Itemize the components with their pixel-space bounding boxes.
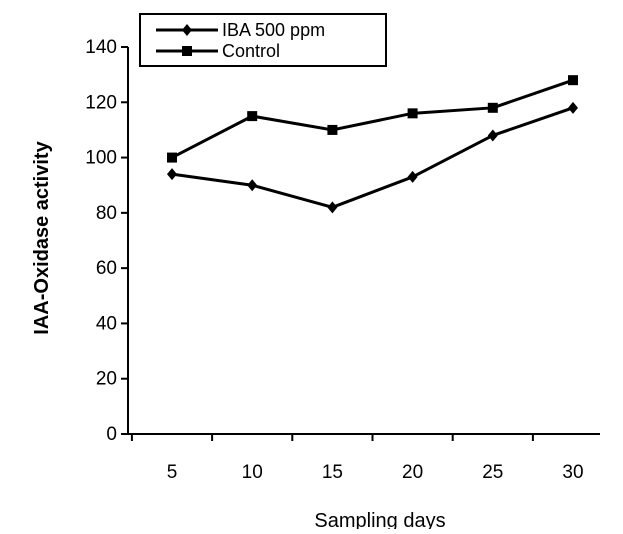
- legend-entry: Control: [222, 41, 280, 61]
- series-line-control: [171, 78, 574, 159]
- plot-area: 0 20 40 60 80 100 120 140 5 10 15 20 25 30: [85, 37, 600, 483]
- data-point-iba: [327, 201, 338, 214]
- data-point-control: [487, 102, 498, 113]
- data-point-iba: [568, 101, 578, 114]
- x-tick-label: 15: [322, 462, 343, 483]
- data-point-iba: [407, 170, 418, 183]
- data-point-control: [568, 75, 578, 86]
- legend-marker: [182, 46, 192, 56]
- series-line-iba: [171, 106, 574, 209]
- y-tick-label: 80: [96, 203, 117, 224]
- legend-entry: IBA 500 ppm: [222, 20, 325, 40]
- data-point-control: [407, 108, 418, 119]
- x-tick-label: 30: [562, 462, 583, 483]
- y-tick-label: 40: [96, 313, 117, 334]
- data-point-iba: [167, 168, 177, 181]
- x-tick-label: 10: [242, 462, 263, 483]
- data-point-iba: [247, 179, 258, 192]
- x-axis-title: Sampling days: [314, 510, 445, 529]
- data-point-control: [167, 152, 177, 163]
- data-point-iba: [487, 129, 498, 142]
- legend-marker: [182, 24, 192, 36]
- legend-box: [139, 13, 387, 67]
- x-tick-label: 25: [482, 462, 503, 483]
- y-tick-label: 100: [85, 148, 117, 169]
- y-axis-title: IAA-Oxidase activity: [31, 140, 53, 334]
- y-tick-label: 20: [96, 369, 117, 390]
- y-tick-label: 120: [85, 92, 117, 113]
- data-point-control: [327, 124, 338, 135]
- y-tick-label: 0: [106, 424, 117, 445]
- x-tick-label: 20: [402, 462, 423, 483]
- y-tick-label: 60: [96, 258, 117, 279]
- y-tick-label: 140: [85, 37, 117, 58]
- x-tick-label: 5: [167, 462, 178, 483]
- data-point-control: [247, 111, 258, 122]
